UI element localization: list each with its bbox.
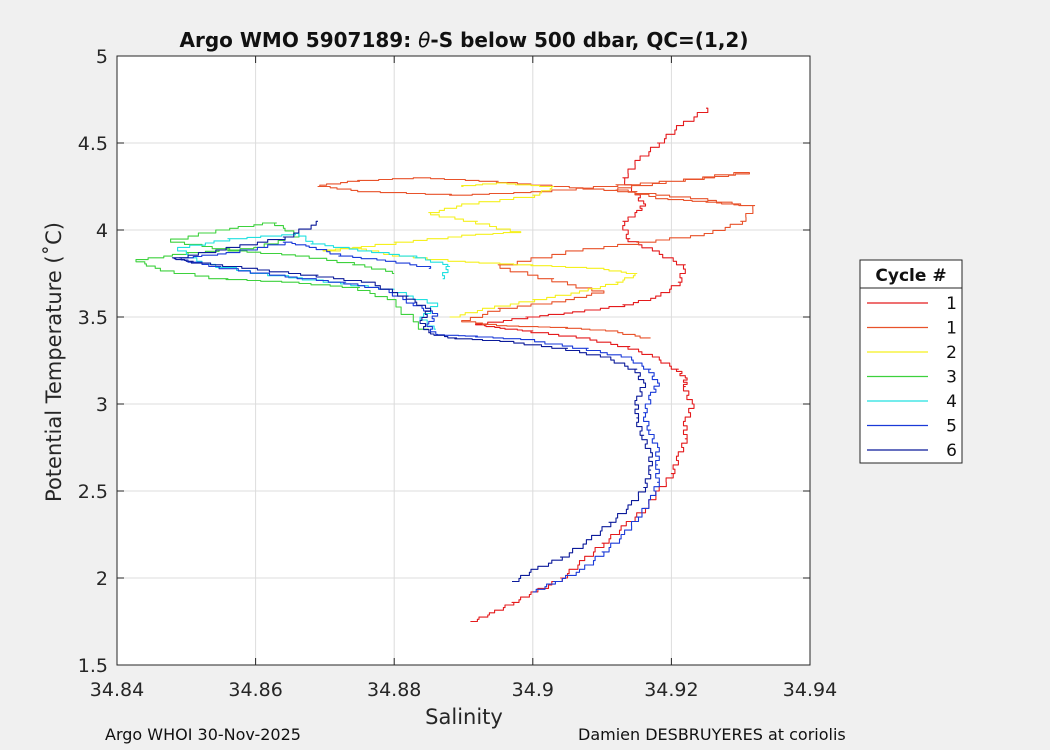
x-tick-label: 34.86 — [228, 679, 282, 701]
series-line-cycle-2 — [322, 182, 638, 318]
plot-area — [117, 56, 810, 665]
y-tick-label: 2 — [96, 568, 108, 590]
legend-label: 1 — [946, 294, 957, 314]
series-line-cycle-6 — [171, 220, 653, 583]
series-line-cycle-3 — [135, 222, 429, 330]
x-tick-label: 34.88 — [367, 679, 421, 701]
legend-label: 5 — [946, 417, 957, 437]
chart-title: Argo WMO 5907189: θ-S below 500 dbar, QC… — [180, 28, 749, 52]
legend-items: 1 1 2 3 4 5 6 — [867, 294, 957, 461]
legend-label: 1 — [946, 319, 957, 339]
series-layer — [135, 107, 756, 623]
legend-label: 4 — [946, 392, 957, 412]
y-tick-label: 4 — [96, 220, 108, 242]
legend-label: 2 — [946, 343, 957, 363]
x-tick-label: 34.9 — [512, 679, 554, 701]
x-axis-label: Salinity — [425, 705, 503, 729]
axis-ticks: 34.84 34.86 34.88 34.9 34.92 34.94 1.5 2 2.5 3 3.5… — [78, 46, 837, 701]
series-line-cycle-1 — [470, 107, 709, 623]
y-tick-label: 3.5 — [78, 307, 108, 329]
y-tick-label: 5 — [96, 46, 108, 68]
plot-border — [116, 55, 811, 666]
y-tick-label: 3 — [96, 394, 108, 416]
x-tick-label: 34.84 — [90, 679, 144, 701]
y-tick-label: 1.5 — [78, 655, 108, 677]
y-tick-label: 4.5 — [78, 133, 108, 155]
legend: Cycle # 1 1 2 3 4 5 6 — [859, 259, 963, 464]
x-tick-label: 34.92 — [644, 679, 698, 701]
series-line-cycle-5 — [178, 241, 660, 593]
y-tick-label: 2.5 — [78, 481, 108, 503]
footer-credit: Damien DESBRUYERES at coriolis — [578, 725, 846, 744]
y-axis-label: Potential Temperature (˚C) — [42, 222, 66, 502]
x-tick-label: 34.94 — [783, 679, 837, 701]
footer-source: Argo WHOI 30-Nov-2025 — [105, 725, 301, 744]
legend-label: 3 — [946, 368, 957, 388]
legend-label: 6 — [946, 441, 957, 461]
series-line-cycle-1 — [317, 172, 756, 339]
legend-box — [859, 259, 963, 464]
legend-title: Cycle # — [875, 266, 946, 286]
